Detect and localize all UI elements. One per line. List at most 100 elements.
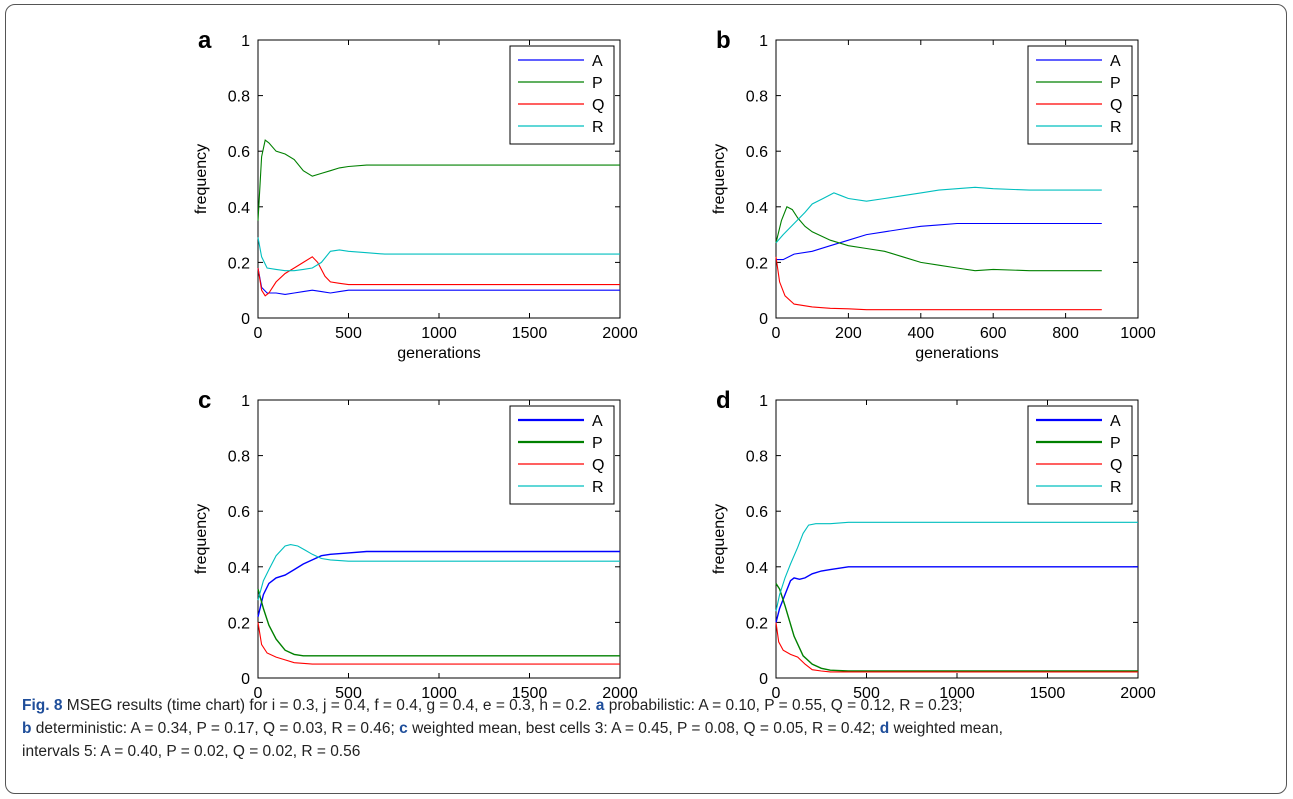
legend-box-b xyxy=(1027,45,1133,145)
x-tick-label: 500 xyxy=(335,325,362,342)
legend-label-A: A xyxy=(1110,53,1121,70)
figure-label: Fig. 8 xyxy=(22,697,63,714)
y-tick-label: 0.4 xyxy=(228,560,250,577)
y-tick-label: 0.8 xyxy=(228,89,250,106)
figure-frame xyxy=(5,4,1287,794)
x-tick-label: 500 xyxy=(853,685,880,702)
legend-label-P: P xyxy=(592,75,603,92)
x-tick-label: 1000 xyxy=(421,685,457,702)
legend-box-a xyxy=(509,45,615,145)
x-tick-label: 800 xyxy=(1052,325,1079,342)
series-line-Q xyxy=(775,256,1102,311)
caption-panel-a-text: probabilistic: A = 0.10, P = 0.55, Q = 0… xyxy=(608,697,963,714)
y-tick-label: 0.8 xyxy=(228,449,250,466)
x-axis-label: generations xyxy=(915,345,999,362)
series-line-Q xyxy=(775,622,1138,673)
series-line-R xyxy=(257,237,620,272)
series-line-R xyxy=(775,521,1138,612)
y-axis-label: frequency xyxy=(193,504,210,574)
figure-caption: Fig. 8 MSEG results (time chart) for i =… xyxy=(22,694,1272,763)
x-tick-label: 500 xyxy=(335,685,362,702)
x-tick-label: 1000 xyxy=(939,685,975,702)
y-tick-label: 0 xyxy=(759,671,768,688)
legend-label-P: P xyxy=(1110,75,1121,92)
x-tick-label: 1500 xyxy=(512,685,548,702)
y-tick-label: 0.2 xyxy=(746,255,768,272)
y-tick-label: 0 xyxy=(241,671,250,688)
y-tick-label: 0.4 xyxy=(228,200,250,217)
y-tick-label: 1 xyxy=(759,33,768,50)
series-line-P xyxy=(775,583,1138,672)
y-tick-label: 1 xyxy=(241,393,250,410)
panel-c: c 0 0.2 0.4 0.6 0.8 1 0 500 1000 1500 2000 frequency… xyxy=(193,387,638,702)
panel-d: d 0 0.2 0.4 0.6 0.8 1 0 500 1000 1500 2000 frequency… xyxy=(711,387,1156,702)
x-tick-label: 1000 xyxy=(421,325,457,342)
y-tick-label: 0.2 xyxy=(228,615,250,632)
y-tick-label: 0 xyxy=(241,311,250,328)
x-axis-label: generations xyxy=(397,345,481,362)
caption-panel-a-label: a xyxy=(595,697,605,714)
series-line-P xyxy=(257,139,620,221)
y-axis-label: frequency xyxy=(711,144,728,214)
series-line-R xyxy=(775,186,1102,244)
legend-label-A: A xyxy=(592,53,603,70)
caption-panel-b-label: b xyxy=(22,720,32,737)
legend-box-d xyxy=(1027,405,1133,505)
legend-label-Q: Q xyxy=(1110,97,1122,114)
x-tick-label: 2000 xyxy=(602,325,638,342)
y-tick-label: 0.2 xyxy=(228,255,250,272)
panel-letter-a: a xyxy=(198,27,212,54)
panel-letter-c: c xyxy=(198,387,211,414)
legend-label-P: P xyxy=(592,435,603,452)
legend-label-R: R xyxy=(1110,479,1122,496)
series-line-Q xyxy=(257,256,620,297)
y-tick-label: 0.4 xyxy=(746,560,768,577)
legend-box-c xyxy=(509,405,615,505)
legend-label-A: A xyxy=(592,413,603,430)
legend-label-Q: Q xyxy=(592,97,604,114)
legend-label-A: A xyxy=(1110,413,1121,430)
x-tick-label: 1500 xyxy=(512,325,548,342)
x-tick-label: 1000 xyxy=(1120,325,1156,342)
series-line-Q xyxy=(257,622,620,665)
y-tick-label: 0.4 xyxy=(746,200,768,217)
caption-line-2: b deterministic: A = 0.34, P = 0.17, Q =… xyxy=(22,717,1272,740)
legend-label-R: R xyxy=(1110,119,1122,136)
caption-line-1: Fig. 8 MSEG results (time chart) for i =… xyxy=(22,694,1272,717)
x-tick-label: 200 xyxy=(835,325,862,342)
legend-label-Q: Q xyxy=(1110,457,1122,474)
caption-panel-c-text: weighted mean, best cells 3: A = 0.45, P… xyxy=(412,720,876,737)
y-axis-label: frequency xyxy=(193,144,210,214)
y-tick-label: 1 xyxy=(759,393,768,410)
series-line-R xyxy=(257,544,620,601)
caption-panel-d-label: d xyxy=(879,720,890,737)
caption-panel-d-text: weighted mean, xyxy=(893,720,1003,737)
caption-panel-c-label: c xyxy=(399,720,408,737)
x-tick-label: 0 xyxy=(254,685,263,702)
y-tick-label: 0.8 xyxy=(746,89,768,106)
y-tick-label: 0 xyxy=(759,311,768,328)
series-line-A xyxy=(775,566,1138,623)
legend-label-R: R xyxy=(592,119,604,136)
legend-label-R: R xyxy=(592,479,604,496)
y-tick-label: 0.6 xyxy=(746,144,768,161)
legend-label-P: P xyxy=(1110,435,1121,452)
series-line-P xyxy=(775,206,1102,272)
x-tick-label: 0 xyxy=(254,325,263,342)
y-tick-label: 0.6 xyxy=(228,144,250,161)
caption-panel-d-text-cont: intervals 5: A = 0.40, P = 0.02, Q = 0.0… xyxy=(22,743,361,760)
panel-letter-d: d xyxy=(716,387,731,414)
x-tick-label: 2000 xyxy=(602,685,638,702)
y-tick-label: 0.6 xyxy=(746,504,768,521)
y-tick-label: 0.8 xyxy=(746,449,768,466)
caption-panel-b-text: deterministic: A = 0.34, P = 0.17, Q = 0… xyxy=(35,720,395,737)
x-tick-label: 600 xyxy=(980,325,1007,342)
x-tick-label: 0 xyxy=(772,685,781,702)
x-tick-label: 400 xyxy=(907,325,934,342)
x-tick-label: 1500 xyxy=(1030,685,1066,702)
series-line-A xyxy=(257,550,620,617)
x-tick-label: 2000 xyxy=(1120,685,1156,702)
series-line-P xyxy=(257,588,620,657)
caption-intro: MSEG results (time chart) for i = 0.3, j… xyxy=(66,697,592,714)
